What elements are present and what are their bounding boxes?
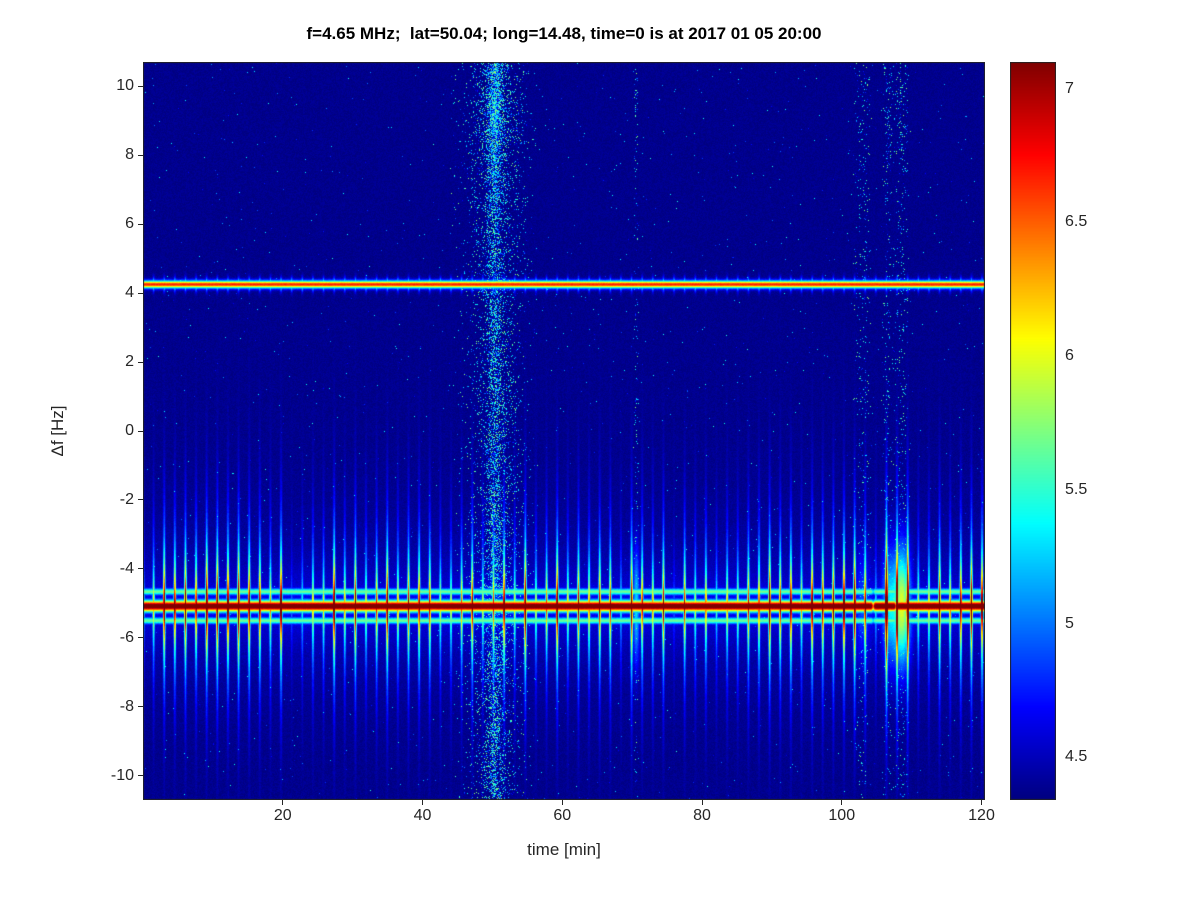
y-tick-label: -6 [119, 628, 134, 646]
y-tick-label: 8 [125, 146, 134, 164]
y-tick-mark [138, 361, 143, 363]
colorbar [1010, 62, 1056, 800]
x-tick-label: 120 [968, 807, 995, 824]
chart-title: f=4.65 MHz; lat=50.04; long=14.48, time=… [306, 24, 822, 43]
y-tick-mark [138, 154, 143, 156]
x-tick-label: 40 [413, 807, 432, 824]
y-tick-label: 10 [116, 77, 134, 95]
colorbar-tick-label: 4.5 [1065, 748, 1088, 766]
colorbar-tick-label: 7 [1065, 79, 1074, 97]
x-tick-label: 80 [693, 807, 711, 824]
x-tick-label: 20 [273, 807, 292, 824]
y-tick-mark [138, 775, 143, 777]
y-tick-label: 0 [125, 422, 134, 439]
colorbar-tick-label: 6 [1065, 347, 1074, 365]
y-tick-mark [138, 706, 143, 708]
y-tick-mark [138, 223, 143, 225]
x-tick-mark [841, 800, 843, 805]
colorbar-tick-label: 6.5 [1065, 213, 1088, 231]
x-tick-label: 60 [553, 807, 572, 824]
y-tick-label: -2 [119, 490, 134, 508]
colorbar-tick-label: 5.5 [1065, 480, 1088, 498]
y-tick-label: -10 [110, 766, 134, 784]
y-tick-label: 4 [125, 284, 134, 302]
spectrogram-heatmap [143, 62, 985, 800]
y-tick-mark [138, 430, 143, 432]
y-tick-mark [138, 85, 143, 87]
y-tick-mark [138, 568, 143, 570]
y-tick-mark [138, 637, 143, 639]
y-tick-label: -4 [119, 559, 134, 577]
colorbar-tick-label: 5 [1065, 614, 1074, 632]
y-tick-label: -8 [119, 697, 134, 715]
y-tick-mark [138, 292, 143, 294]
x-tick-mark [561, 800, 563, 805]
x-tick-label: 100 [828, 807, 856, 824]
x-tick-mark [282, 800, 284, 805]
x-tick-mark [701, 800, 703, 805]
x-axis-label: time [min] [527, 840, 601, 859]
y-tick-label: 6 [125, 215, 134, 233]
y-tick-mark [138, 499, 143, 501]
x-tick-mark [422, 800, 423, 805]
x-tick-mark [981, 800, 982, 805]
y-tick-label: 2 [125, 353, 134, 371]
